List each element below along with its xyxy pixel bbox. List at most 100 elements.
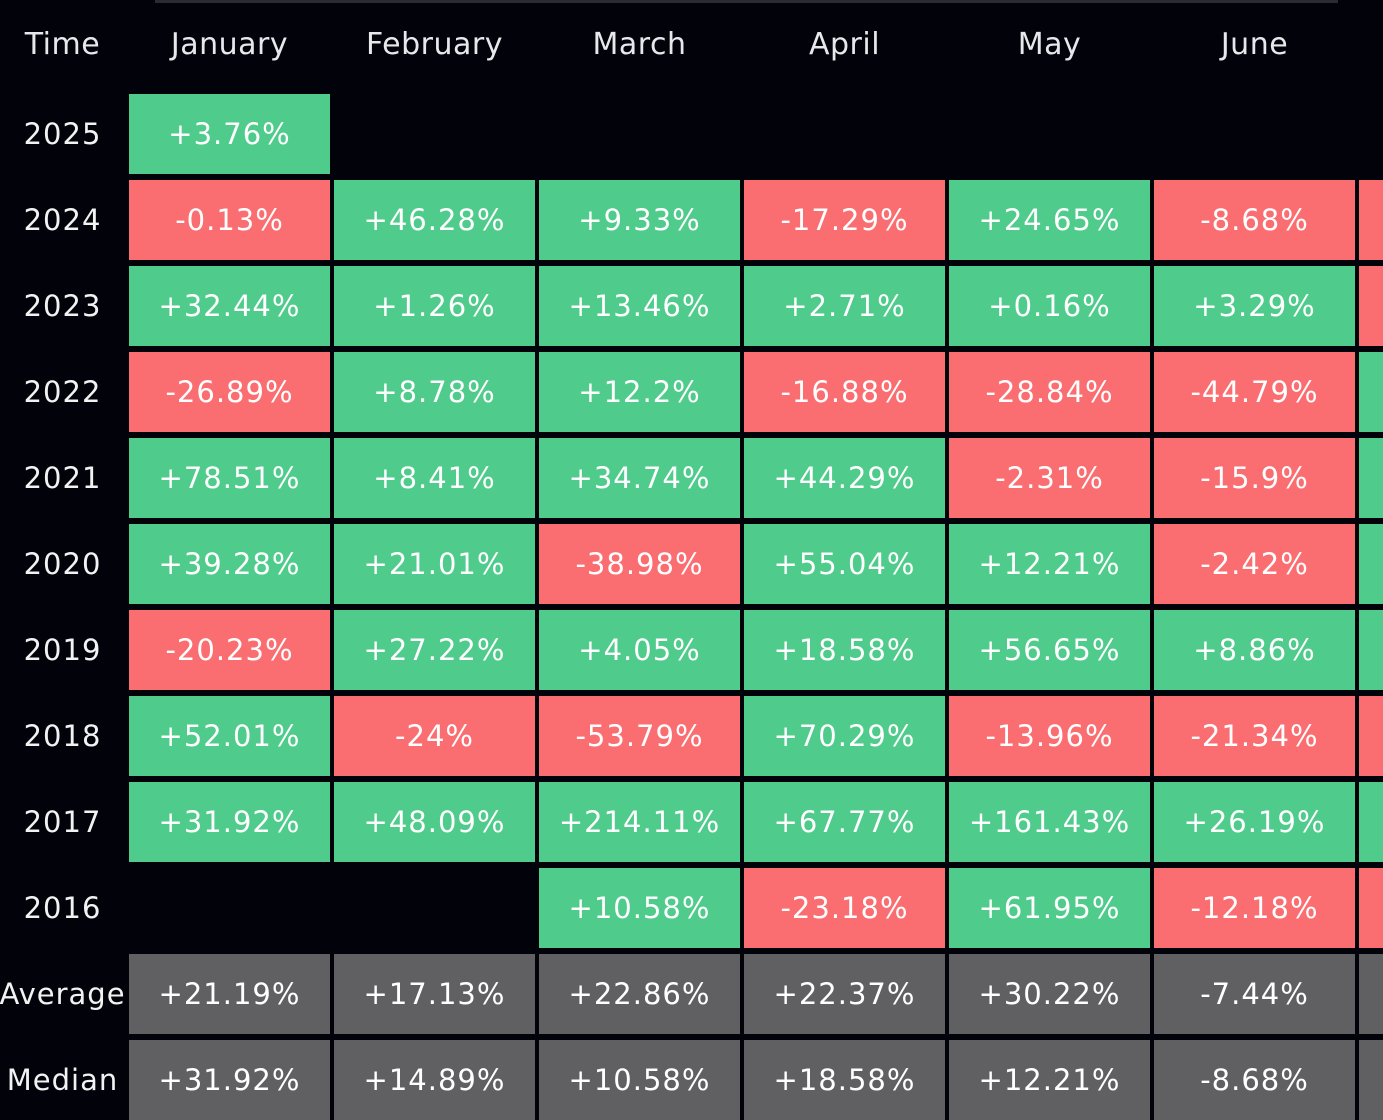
partial-column-cell <box>1359 266 1383 346</box>
return-cell[interactable]: -17.29% <box>744 180 945 260</box>
row-label-2016: 2016 <box>23 891 102 925</box>
return-cell[interactable]: -28.84% <box>949 352 1150 432</box>
partial-column-cell <box>1359 954 1383 1034</box>
return-cell[interactable]: -53.79% <box>539 696 740 776</box>
return-cell[interactable]: -21.34% <box>1154 696 1355 776</box>
return-cell[interactable]: +70.29% <box>744 696 945 776</box>
return-cell[interactable]: +18.58% <box>744 1040 945 1120</box>
return-cell[interactable]: +24.65% <box>949 180 1150 260</box>
return-cell[interactable]: +3.29% <box>1154 266 1355 346</box>
return-cell[interactable]: -24% <box>334 696 535 776</box>
empty-cell <box>949 94 1150 174</box>
return-cell[interactable]: +10.58% <box>539 868 740 948</box>
return-cell[interactable]: +31.92% <box>129 782 330 862</box>
return-cell[interactable]: +56.65% <box>949 610 1150 690</box>
return-cell[interactable]: +0.16% <box>949 266 1150 346</box>
partial-column-cell <box>1359 524 1383 604</box>
return-cell[interactable]: +161.43% <box>949 782 1150 862</box>
return-cell[interactable]: +4.05% <box>539 610 740 690</box>
return-cell[interactable]: -13.96% <box>949 696 1150 776</box>
return-cell[interactable]: +55.04% <box>744 524 945 604</box>
return-cell[interactable]: +61.95% <box>949 868 1150 948</box>
return-cell[interactable]: -23.18% <box>744 868 945 948</box>
column-header-time: Time <box>24 26 101 62</box>
return-cell[interactable]: +8.41% <box>334 438 535 518</box>
return-cell[interactable]: +21.01% <box>334 524 535 604</box>
return-cell[interactable]: -0.13% <box>129 180 330 260</box>
return-cell[interactable]: +3.76% <box>129 94 330 174</box>
partial-column-cell <box>1359 1040 1383 1120</box>
return-cell[interactable]: +46.28% <box>334 180 535 260</box>
row-label-2021: 2021 <box>23 461 102 495</box>
return-cell[interactable]: -8.68% <box>1154 180 1355 260</box>
row-label-2022: 2022 <box>23 375 102 409</box>
return-cell[interactable]: +12.2% <box>539 352 740 432</box>
return-cell[interactable]: -20.23% <box>129 610 330 690</box>
return-cell[interactable]: -8.68% <box>1154 1040 1355 1120</box>
return-cell[interactable]: +27.22% <box>334 610 535 690</box>
return-cell[interactable]: -2.42% <box>1154 524 1355 604</box>
return-cell[interactable]: +8.86% <box>1154 610 1355 690</box>
return-cell[interactable]: +52.01% <box>129 696 330 776</box>
column-header-march: March <box>592 26 687 62</box>
return-cell[interactable]: +2.71% <box>744 266 945 346</box>
return-cell[interactable]: +12.21% <box>949 1040 1150 1120</box>
partial-column-cell <box>1359 438 1383 518</box>
return-cell[interactable]: +12.21% <box>949 524 1150 604</box>
partial-column-cell <box>1359 352 1383 432</box>
return-cell[interactable]: +1.26% <box>334 266 535 346</box>
return-cell[interactable]: +14.89% <box>334 1040 535 1120</box>
return-cell[interactable]: +39.28% <box>129 524 330 604</box>
column-header-february: February <box>366 26 503 62</box>
return-cell[interactable]: +31.92% <box>129 1040 330 1120</box>
return-cell[interactable]: +44.29% <box>744 438 945 518</box>
return-cell[interactable]: -2.31% <box>949 438 1150 518</box>
partial-column-cell <box>1359 610 1383 690</box>
empty-cell <box>129 868 330 948</box>
partial-column-cell <box>1359 782 1383 862</box>
column-header-may: May <box>1017 26 1082 62</box>
return-cell[interactable]: +10.58% <box>539 1040 740 1120</box>
empty-cell <box>744 94 945 174</box>
return-cell[interactable]: +32.44% <box>129 266 330 346</box>
return-cell[interactable]: +22.86% <box>539 954 740 1034</box>
return-cell[interactable]: +78.51% <box>129 438 330 518</box>
return-cell[interactable]: -16.88% <box>744 352 945 432</box>
column-header-june: June <box>1220 26 1289 62</box>
row-label-2018: 2018 <box>23 719 102 753</box>
return-cell[interactable]: +9.33% <box>539 180 740 260</box>
row-label-2023: 2023 <box>23 289 102 323</box>
top-divider <box>155 0 1338 3</box>
row-label-2019: 2019 <box>23 633 102 667</box>
return-cell[interactable]: -12.18% <box>1154 868 1355 948</box>
return-cell[interactable]: +17.13% <box>334 954 535 1034</box>
row-label-2025: 2025 <box>23 117 102 151</box>
empty-cell <box>539 94 740 174</box>
partial-column-cell <box>1359 696 1383 776</box>
return-cell[interactable]: -44.79% <box>1154 352 1355 432</box>
return-cell[interactable]: -15.9% <box>1154 438 1355 518</box>
partial-column-cell <box>1359 868 1383 948</box>
empty-cell <box>334 94 535 174</box>
return-cell[interactable]: +8.78% <box>334 352 535 432</box>
return-cell[interactable]: +30.22% <box>949 954 1150 1034</box>
return-cell[interactable]: +26.19% <box>1154 782 1355 862</box>
return-cell[interactable]: -38.98% <box>539 524 740 604</box>
partial-column-cell <box>1359 180 1383 260</box>
return-cell[interactable]: +214.11% <box>539 782 740 862</box>
partial-column-cell <box>1359 94 1383 174</box>
return-cell[interactable]: +22.37% <box>744 954 945 1034</box>
return-cell[interactable]: -26.89% <box>129 352 330 432</box>
empty-cell <box>334 868 535 948</box>
return-cell[interactable]: +67.77% <box>744 782 945 862</box>
return-cell[interactable]: +18.58% <box>744 610 945 690</box>
return-cell[interactable]: +48.09% <box>334 782 535 862</box>
return-cell[interactable]: +21.19% <box>129 954 330 1034</box>
empty-cell <box>1154 94 1355 174</box>
row-label-average: Average <box>0 977 126 1011</box>
column-header-overflow <box>1359 0 1383 88</box>
return-cell[interactable]: -7.44% <box>1154 954 1355 1034</box>
return-cell[interactable]: +13.46% <box>539 266 740 346</box>
return-cell[interactable]: +34.74% <box>539 438 740 518</box>
